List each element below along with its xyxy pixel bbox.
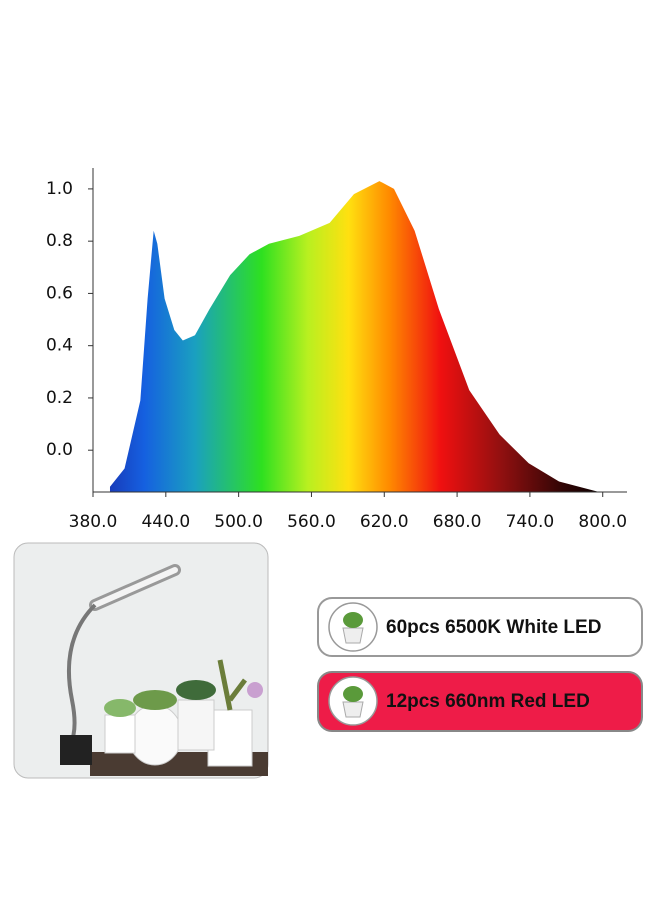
photo [13,542,269,779]
y-tick-label: 0.4 [46,336,73,356]
y-tick-label: 0.8 [46,231,73,251]
x-tick-label: 800.0 [578,512,627,532]
y-tick-label: 0.0 [46,440,73,460]
y-tick-label: 1.0 [46,179,73,199]
red-led-label: 12pcs 660nm Red LED [317,671,643,732]
y-tick-label: 0.2 [46,388,73,408]
spectrum-area [109,181,600,492]
x-tick-label: 560.0 [287,512,336,532]
label-text: 12pcs 660nm Red LED [386,691,590,712]
x-tick-label: 620.0 [360,512,409,532]
x-tick-label: 440.0 [141,512,190,532]
x-tick-label: 500.0 [214,512,263,532]
label-text: 60pcs 6500K White LED [386,617,601,638]
x-tick-label: 740.0 [506,512,555,532]
y-tick-label: 0.6 [46,283,73,303]
x-tick-label: 380.0 [69,512,118,532]
white-led-label: 60pcs 6500K White LED [317,597,643,657]
chart: 0.0 0.2 0.4 0.6 0.8 1.0 380.0 440.0 500.0 560.0 62… [46,168,627,532]
x-tick-label: 680.0 [433,512,482,532]
